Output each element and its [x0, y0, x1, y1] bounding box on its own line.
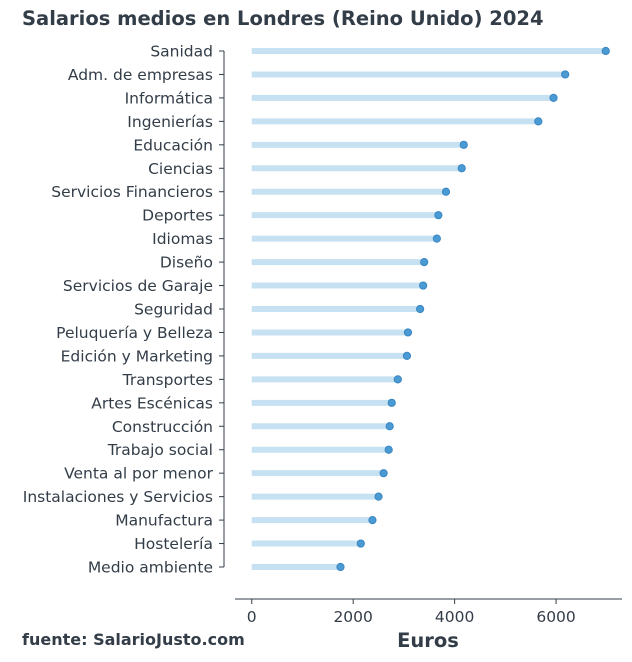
dot-transportes: [393, 375, 402, 384]
category-label-idiomas: Idiomas: [152, 230, 213, 248]
stems-layer: [251, 48, 606, 570]
dot-sanidad: [601, 46, 610, 56]
dot-adm-de-empresas: [561, 70, 570, 79]
category-label-instalaciones-y-servicios: Instalaciones y Servicios: [23, 488, 213, 506]
dot-ciencias: [457, 164, 466, 173]
dot-peluqueria-y-belleza: [403, 328, 413, 337]
dot-deportes: [434, 211, 443, 220]
category-label-informatica: Informática: [125, 89, 213, 107]
dot-manufactura: [368, 515, 377, 525]
dot-instalaciones-y-servicios: [374, 492, 383, 501]
dot-ingenierias: [534, 117, 543, 126]
x-tick-label-0: 0: [247, 608, 257, 626]
dot-artes-escenicas: [387, 398, 396, 407]
category-label-servicios-de-garaje: Servicios de Garaje: [63, 277, 213, 295]
dot-medio-ambiente: [336, 562, 345, 572]
x-tick-label-6000: 6000: [536, 608, 575, 626]
category-labels: Sanidad Adm. de empresas Informática Ingeni…: [23, 43, 224, 577]
category-label-venta-al-por-menor: Venta al por menor: [64, 465, 214, 483]
category-label-manufactura: Manufactura: [115, 512, 213, 530]
dot-edicion-y-marketing: [402, 351, 412, 361]
category-label-ingenierias: Ingenierías: [127, 113, 213, 131]
category-label-ciencias: Ciencias: [148, 160, 213, 178]
dot-seguridad: [416, 304, 425, 314]
dot-diseno: [420, 257, 429, 267]
x-tick-label-4000: 4000: [435, 608, 474, 626]
x-axis-ticks: 0 2000 4000 6000: [247, 599, 576, 626]
category-label-educacion: Educación: [133, 136, 213, 154]
x-tick-label-2000: 2000: [333, 608, 372, 626]
category-label-construccion: Construcción: [112, 418, 213, 436]
category-label-hosteleria: Hostelería: [134, 535, 213, 553]
category-label-trabajo-social: Trabajo social: [107, 441, 213, 459]
dot-hosteleria: [356, 539, 365, 548]
dot-educacion: [459, 140, 468, 149]
dot-venta-al-por-menor: [379, 469, 388, 478]
category-label-diseno: Diseño: [160, 254, 213, 272]
category-label-transportes: Transportes: [122, 371, 213, 389]
category-label-artes-escenicas: Artes Escénicas: [91, 394, 213, 412]
category-label-seguridad: Seguridad: [134, 301, 213, 319]
dot-construccion: [385, 422, 394, 431]
category-label-medio-ambiente: Medio ambiente: [88, 559, 213, 577]
category-label-adm-de-empresas: Adm. de empresas: [68, 66, 213, 84]
dot-servicios-de-garaje: [419, 281, 428, 290]
category-label-servicios-financieros: Servicios Financieros: [51, 183, 213, 201]
dot-informatica: [549, 93, 558, 103]
category-label-sanidad: Sanidad: [150, 43, 213, 61]
dots-layer: [336, 46, 610, 572]
category-label-peluqueria-y-belleza: Peluquería y Belleza: [56, 324, 213, 342]
dot-trabajo-social: [384, 445, 393, 454]
dot-idiomas: [432, 234, 441, 243]
x-axis-label: Euros: [397, 629, 459, 652]
source-note: fuente: SalarioJusto.com: [22, 630, 245, 649]
category-label-deportes: Deportes: [142, 207, 213, 225]
chart-title: Salarios medios en Londres (Reino Unido)…: [22, 7, 544, 30]
category-label-edicion-y-marketing: Edición y Marketing: [61, 347, 213, 365]
dot-servicios-financieros: [441, 187, 451, 196]
